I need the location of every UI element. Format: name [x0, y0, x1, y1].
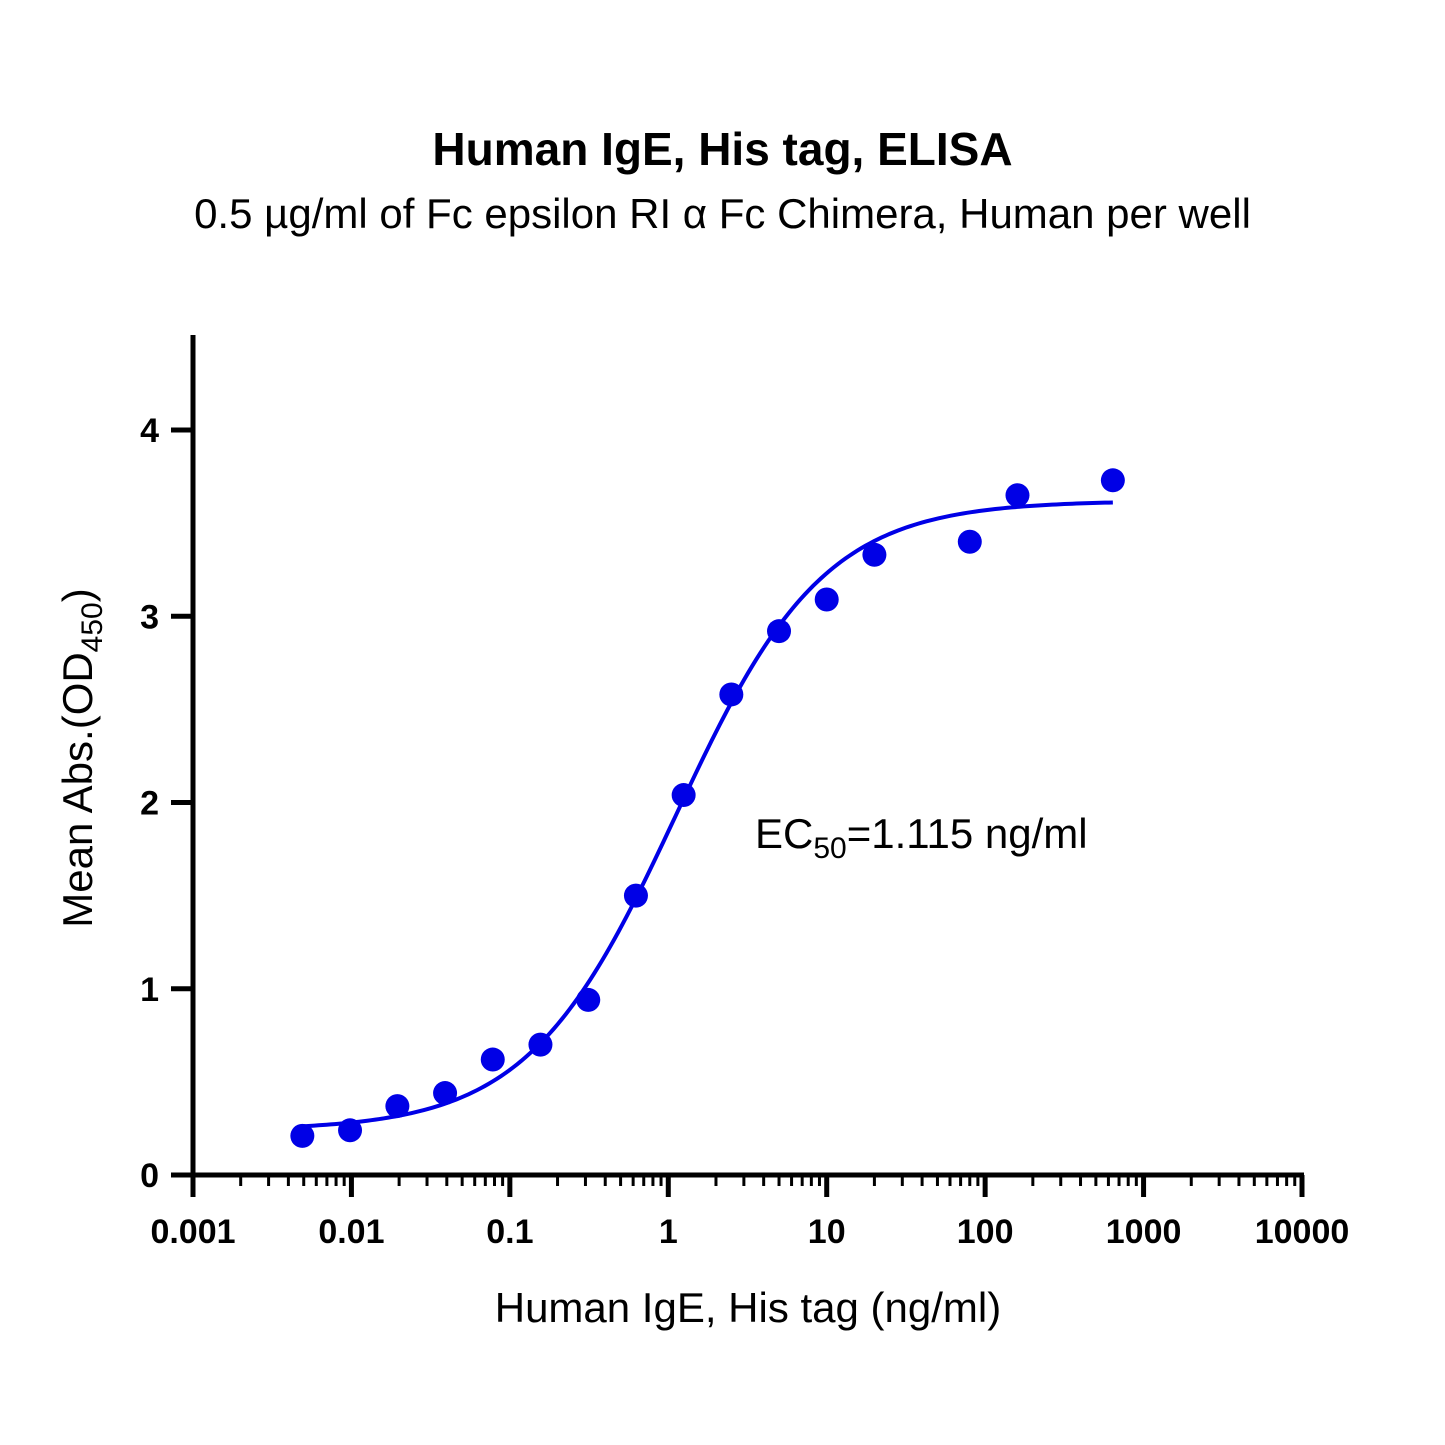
x-axis-label: Human IgE, His tag (ng/ml) [495, 1284, 1002, 1331]
y-axis-label-end: ) [54, 588, 101, 602]
data-point [623, 883, 648, 908]
data-point [1005, 483, 1030, 508]
chart-subtitle: 0.5 µg/ml of Fc epsilon RI α Fc Chimera,… [194, 190, 1251, 237]
ec50-annotation-end: =1.115 ng/ml [847, 810, 1088, 857]
chart-title: Human IgE, His tag, ELISA [432, 123, 1013, 175]
axes: 0 1 2 3 4 0.001 0.01 0.1 1 10 100 1000 10000 [140, 335, 1349, 1251]
y-tick-label: 3 [140, 598, 159, 636]
ec50-annotation-sub: 50 [813, 832, 846, 865]
y-tick-label: 4 [140, 412, 159, 450]
x-tick-label: 0.001 [150, 1213, 235, 1251]
y-tick-label: 1 [140, 971, 159, 1009]
data-point [290, 1123, 315, 1148]
x-tick-label: 0.1 [486, 1213, 533, 1251]
x-tick-label: 10000 [1255, 1213, 1350, 1251]
x-tick-label: 100 [957, 1213, 1014, 1251]
data-point [671, 783, 696, 808]
data-point [338, 1118, 363, 1143]
fit-curve [302, 500, 1113, 1129]
data-points [290, 468, 1125, 1148]
data-point [1100, 468, 1125, 493]
x-tick-label: 1 [659, 1213, 678, 1251]
y-tick-label: 2 [140, 785, 159, 823]
data-point [957, 529, 982, 554]
y-axis-label: Mean Abs.(OD450) [54, 588, 109, 928]
data-point [862, 542, 887, 567]
y-axis-label-main: Mean Abs.(OD [54, 652, 101, 927]
x-tick-label: 10 [808, 1213, 846, 1251]
fit-curve-layer [302, 500, 1113, 1129]
ec50-annotation-main: EC [755, 810, 813, 857]
data-point [480, 1047, 505, 1072]
data-point [719, 682, 744, 707]
y-tick-label: 0 [140, 1157, 159, 1195]
data-point [767, 619, 792, 644]
data-point [814, 587, 839, 612]
data-point [433, 1081, 458, 1106]
data-point [385, 1094, 410, 1119]
y-axis-label-sub: 450 [76, 602, 109, 652]
ec50-annotation: EC50=1.115 ng/ml [755, 810, 1088, 865]
x-tick-label: 0.01 [318, 1213, 384, 1251]
x-tick-label: 1000 [1106, 1213, 1182, 1251]
data-point [528, 1032, 553, 1057]
data-point [576, 987, 601, 1012]
